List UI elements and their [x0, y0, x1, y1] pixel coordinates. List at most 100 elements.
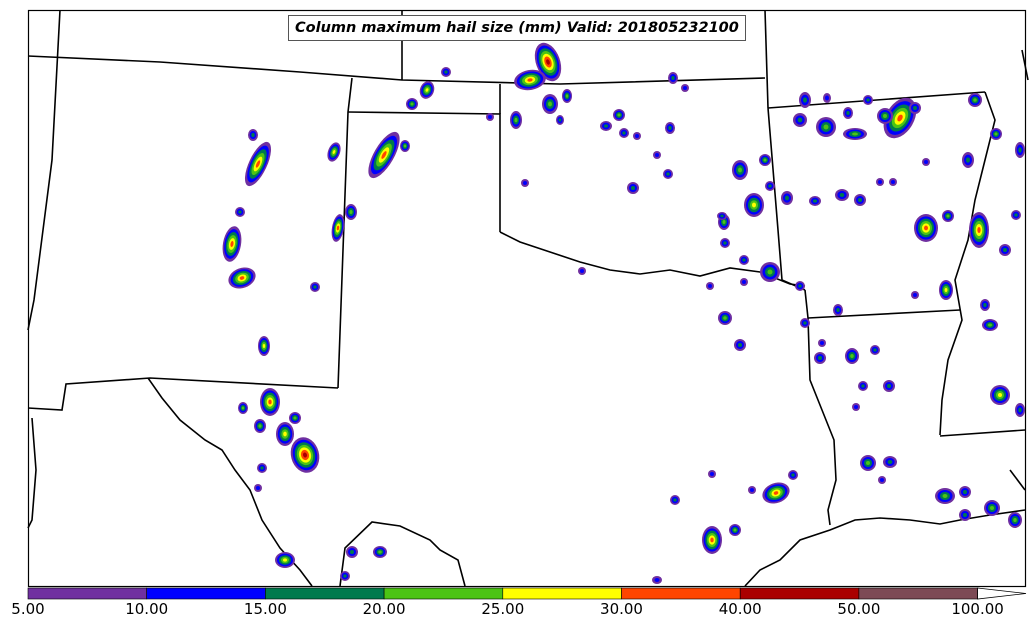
- hail-contour: [880, 478, 884, 482]
- hail-contour: [1014, 213, 1018, 217]
- hail-contour: [742, 258, 746, 262]
- border-line: [1021, 49, 1029, 81]
- hail-contour: [260, 466, 264, 470]
- hail-contour: [866, 461, 870, 465]
- hail-contour: [558, 118, 562, 122]
- hail-contour: [836, 308, 840, 312]
- hail-contour: [293, 416, 297, 420]
- hail-contour: [710, 472, 714, 476]
- colorbar: [27, 587, 1027, 600]
- hail-contour: [913, 106, 917, 110]
- hail-contour: [655, 153, 659, 157]
- border-line: [27, 55, 766, 85]
- colorbar-tick-label: 100.00: [951, 600, 1004, 618]
- hail-contour: [942, 494, 948, 498]
- hail-contour: [239, 276, 245, 280]
- border-line: [339, 521, 466, 587]
- hail-contour: [349, 210, 353, 214]
- hail-contour: [963, 490, 967, 494]
- hail-contour: [241, 406, 245, 410]
- hail-cells: [222, 42, 1025, 584]
- hail-contour: [565, 94, 569, 98]
- hail-contour: [631, 186, 635, 190]
- hail-contour: [313, 285, 317, 289]
- hail-contour: [839, 193, 845, 197]
- border-line: [764, 9, 769, 109]
- hail-contour: [262, 344, 266, 348]
- hail-contour: [635, 134, 639, 138]
- hail-contour: [617, 113, 621, 117]
- hail-contour: [255, 160, 261, 168]
- hail-contour: [994, 132, 998, 136]
- hail-contour: [861, 384, 865, 388]
- hail-contour: [350, 550, 354, 554]
- hail-contour: [1003, 248, 1007, 252]
- hail-contour: [785, 195, 789, 201]
- hail-contour: [410, 102, 414, 106]
- hail-contour: [268, 399, 272, 405]
- border-line: [939, 91, 996, 436]
- hail-contour: [378, 550, 382, 554]
- colorbar-tick-label: 10.00: [125, 600, 169, 618]
- hail-contour: [425, 88, 429, 92]
- hail-contour: [852, 132, 858, 136]
- hail-contour: [866, 98, 870, 102]
- hail-contour: [773, 491, 779, 495]
- hail-contour: [283, 558, 287, 562]
- border-line: [27, 417, 37, 529]
- hail-contour: [846, 111, 850, 115]
- hail-contour: [673, 498, 677, 502]
- hail-contour: [230, 241, 234, 247]
- hail-contour: [913, 293, 917, 297]
- border-line: [807, 309, 961, 319]
- hail-contour: [924, 160, 928, 164]
- hail-contour: [966, 157, 970, 163]
- hail-contour: [256, 486, 260, 490]
- hail-contour: [873, 348, 877, 352]
- colorbar-tick-label: 50.00: [837, 600, 881, 618]
- colorbar-tick-label: 25.00: [481, 600, 525, 618]
- hail-contour: [722, 220, 726, 224]
- border-line: [767, 107, 806, 291]
- hail-contour: [548, 101, 552, 107]
- hail-contour: [924, 225, 928, 231]
- colorbar-tick-label: 20.00: [362, 600, 406, 618]
- colorbar-bin: [502, 587, 622, 600]
- hail-contour: [666, 172, 670, 176]
- hail-contour: [258, 424, 262, 428]
- hail-contour: [750, 488, 754, 492]
- hail-contour: [1013, 518, 1017, 522]
- hail-contour: [944, 288, 948, 292]
- hail-contour: [763, 158, 767, 162]
- colorbar-bin: [739, 587, 860, 600]
- hail-contour: [998, 393, 1002, 397]
- hail-contour: [708, 284, 712, 288]
- colorbar-bin: [858, 587, 978, 600]
- hail-contour: [622, 131, 626, 135]
- hail-contour: [823, 124, 829, 130]
- hail-contour: [887, 384, 891, 388]
- hail-contour: [825, 95, 829, 101]
- hail-contour: [523, 181, 527, 185]
- hail-contour: [742, 280, 746, 284]
- hail-contour: [803, 97, 807, 103]
- hail-contour: [720, 214, 724, 218]
- hail-contour: [768, 184, 772, 188]
- border-line: [939, 429, 1026, 437]
- hail-contour: [767, 269, 773, 275]
- hail-contour: [723, 316, 727, 320]
- hail-contour: [332, 150, 336, 154]
- hail-contour: [403, 144, 407, 148]
- hail-contour: [752, 202, 756, 208]
- state-boundaries: [27, 9, 1029, 587]
- hail-contour: [983, 303, 987, 307]
- hail-contour: [973, 98, 977, 102]
- hail-contour: [791, 473, 795, 477]
- hail-contour: [527, 78, 533, 82]
- border-line: [804, 289, 837, 526]
- hail-contour: [738, 167, 742, 173]
- hail-contour: [1018, 407, 1022, 413]
- hail-contour: [891, 180, 895, 184]
- hail-contour: [858, 198, 862, 202]
